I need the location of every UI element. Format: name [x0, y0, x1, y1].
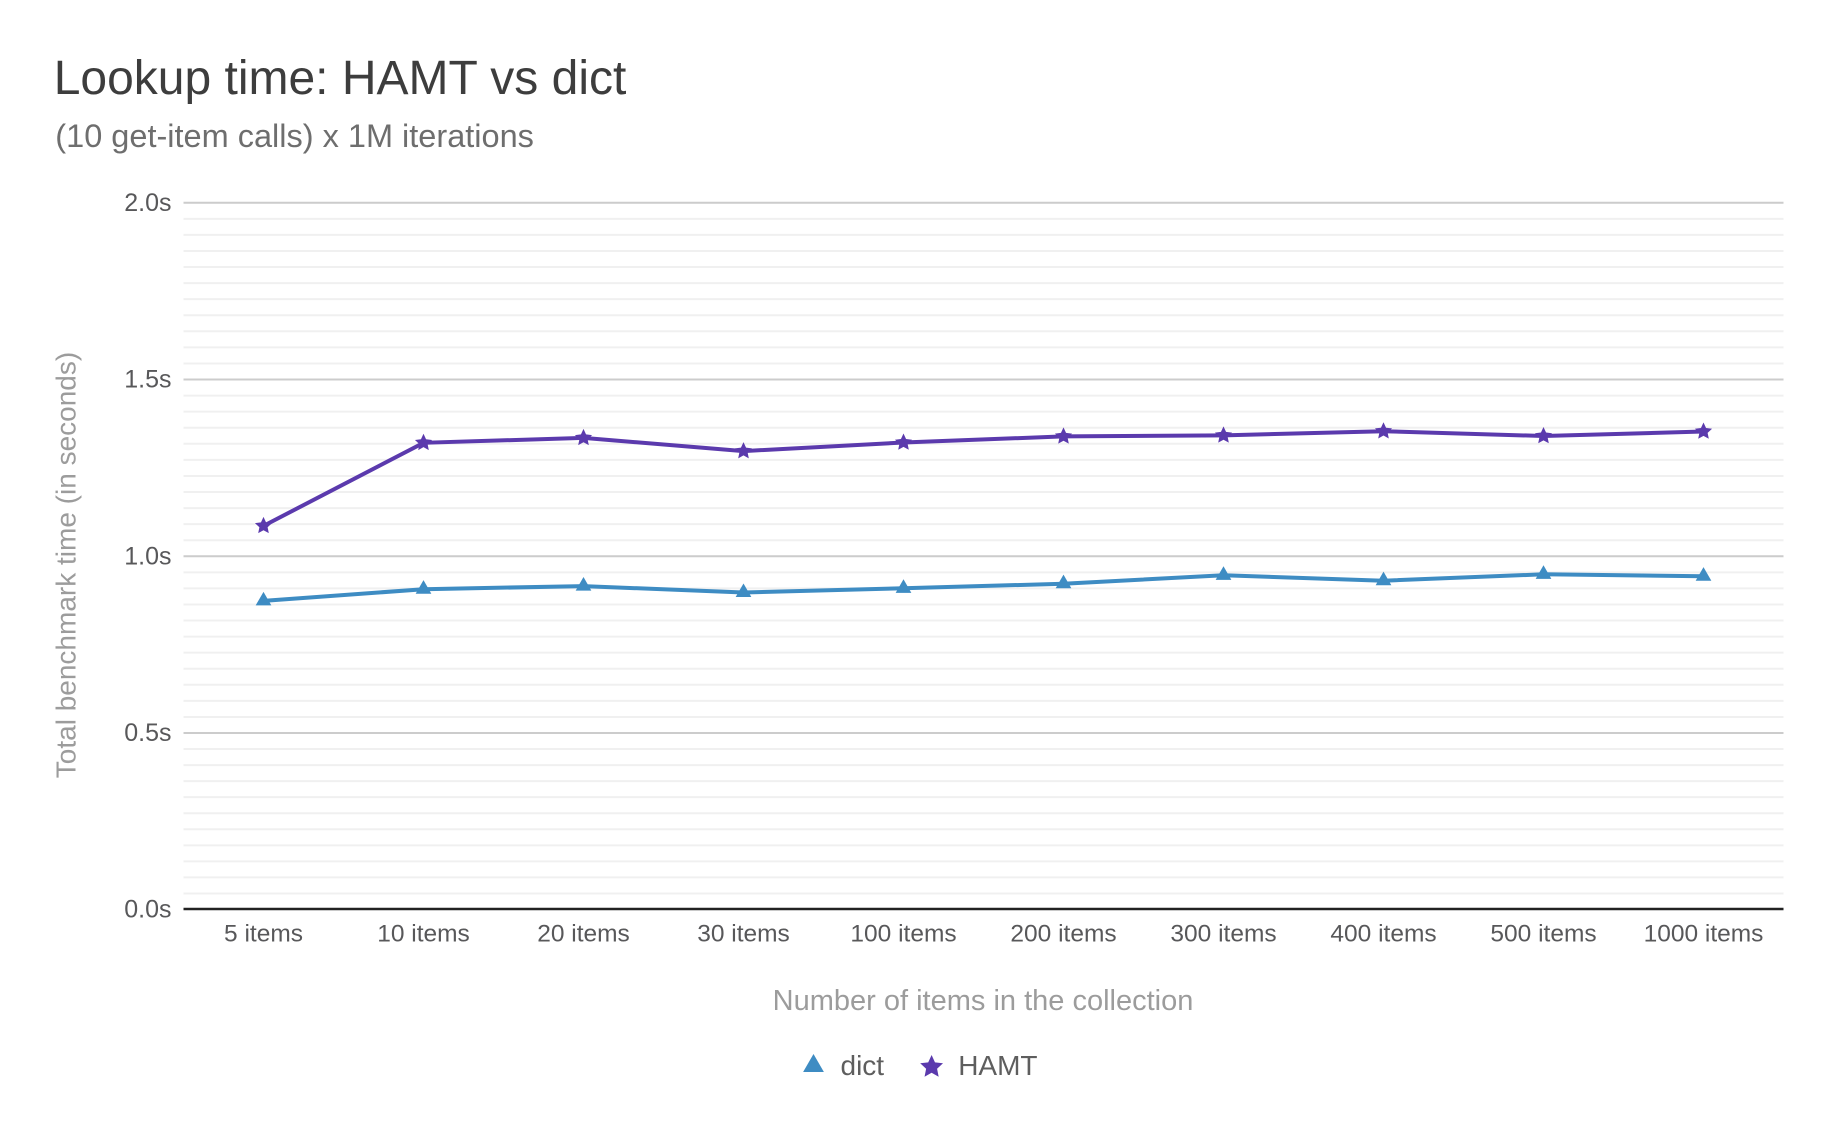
svg-text:500 items: 500 items — [1490, 920, 1596, 947]
svg-text:1000 items: 1000 items — [1644, 920, 1764, 947]
svg-text:Number of items in the collect: Number of items in the collection — [773, 985, 1194, 1017]
svg-text:400 items: 400 items — [1330, 920, 1436, 947]
svg-text:5 items: 5 items — [224, 920, 303, 947]
svg-text:100 items: 100 items — [850, 920, 956, 947]
svg-text:0.0s: 0.0s — [124, 896, 171, 924]
svg-text:10 items: 10 items — [377, 920, 470, 947]
svg-text:300 items: 300 items — [1170, 920, 1276, 947]
svg-text:30 items: 30 items — [697, 920, 790, 947]
svg-text:HAMT: HAMT — [958, 1050, 1037, 1081]
svg-text:1.0s: 1.0s — [124, 543, 171, 571]
svg-text:Total benchmark time (in secon: Total benchmark time (in seconds) — [51, 352, 82, 778]
svg-text:dict: dict — [841, 1050, 885, 1081]
svg-text:Lookup time: HAMT vs dict: Lookup time: HAMT vs dict — [54, 52, 627, 105]
svg-text:1.5s: 1.5s — [124, 366, 171, 394]
svg-text:0.5s: 0.5s — [124, 719, 171, 747]
svg-text:200 items: 200 items — [1010, 920, 1116, 947]
svg-text:2.0s: 2.0s — [124, 189, 171, 217]
svg-text:(10 get-item calls) x 1M itera: (10 get-item calls) x 1M iterations — [55, 118, 534, 154]
svg-text:20 items: 20 items — [537, 920, 630, 947]
